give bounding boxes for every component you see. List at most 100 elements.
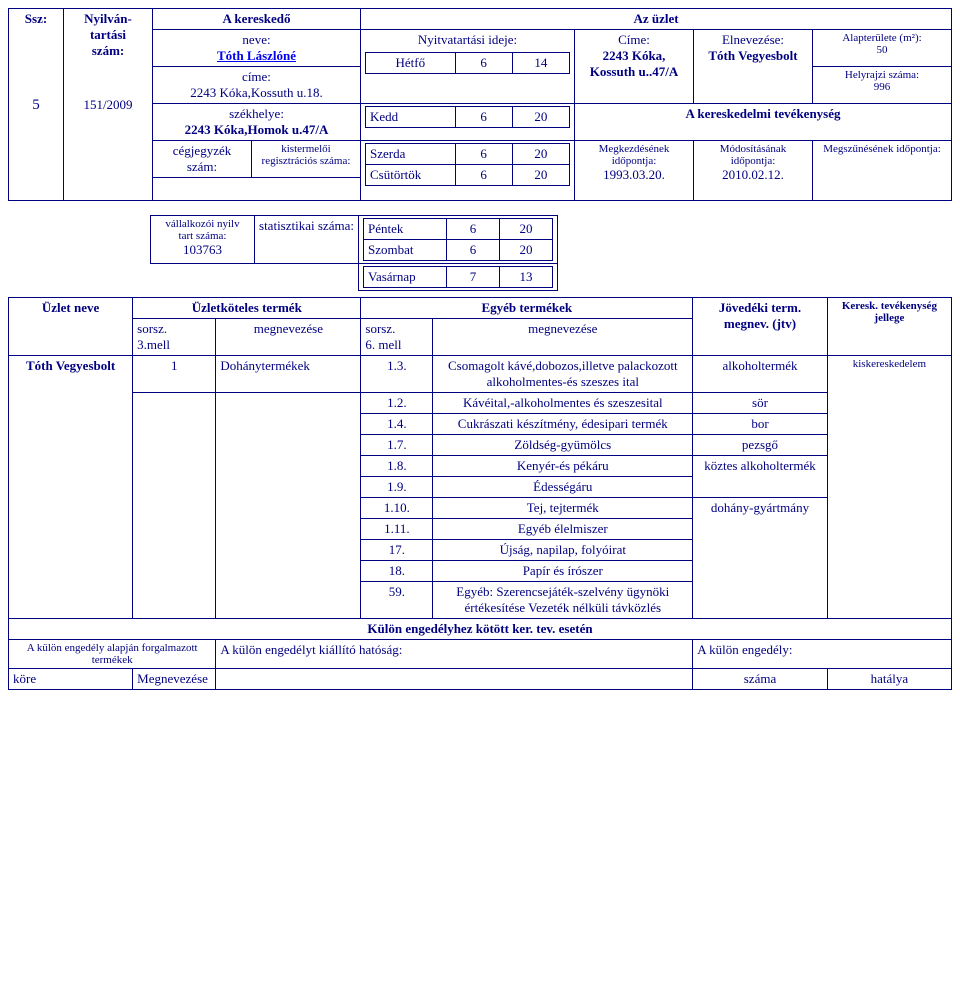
shop-name-value: Tóth Vegyesbolt [708, 48, 797, 63]
day-szombat: Szombat [364, 240, 447, 261]
eg-s-7: 1.11. [361, 519, 433, 540]
addr-value: 2243 Kóka,Kossuth u.18. [190, 85, 323, 100]
jov-label: Jövedéki term. megnev. (jtv) [719, 300, 801, 331]
szombat-a: 6 [447, 240, 500, 261]
nyilv-label: Nyilván- tartási szám: [68, 11, 148, 59]
stat-table: vállalkozói nyilv tart száma: 103763 sta… [8, 215, 952, 291]
eg-n-10: Egyéb: Szerencsejáték-szelvény ügynöki é… [433, 582, 693, 619]
ssz-value: 5 [13, 97, 59, 114]
eg-s-10: 59. [361, 582, 433, 619]
start-value: 1993.03.20. [603, 167, 665, 182]
hetfo-b: 14 [512, 53, 569, 74]
szama: száma [693, 669, 828, 690]
megnev-label-2: megnevezése [433, 319, 693, 356]
land-label: Helyrajzi száma: [845, 69, 919, 81]
eg-s-5: 1.9. [361, 477, 433, 498]
day-pentek: Péntek [364, 219, 447, 240]
shop-addr-value: 2243 Kóka, Kossuth u..47/A [590, 48, 679, 79]
addr-label: címe: [242, 69, 271, 84]
ceg-label: cégjegyzék szám: [153, 141, 252, 178]
shop-header: Az üzlet [361, 9, 952, 30]
pentek-b: 20 [500, 219, 553, 240]
kedd-a: 6 [455, 107, 512, 128]
eg-n-2: Cukrászati készítmény, édesipari termék [433, 414, 693, 435]
opening-label: Nyitvatartási ideje: [418, 32, 517, 47]
szombat-b: 20 [500, 240, 553, 261]
day-vasarnap: Vasárnap [364, 267, 447, 288]
eg-n-7: Egyéb élelmiszer [433, 519, 693, 540]
kedd-b: 20 [512, 107, 569, 128]
jov-4: köztes alkoholtermék [693, 456, 828, 498]
product-table: Üzlet neve Üzletköteles termék Egyéb ter… [8, 297, 952, 690]
eg-n-3: Zöldség-gyümölcs [433, 435, 693, 456]
eg-s-2: 1.4. [361, 414, 433, 435]
permit-right: A külön engedély: [693, 640, 952, 669]
permit-left: A külön engedély alapján forgalmazott te… [9, 640, 216, 669]
uk-label: Üzletköteles termék [133, 298, 361, 319]
jov-1: sör [693, 393, 828, 414]
eg-s-0: 1.3. [361, 356, 433, 393]
day-kedd: Kedd [366, 107, 456, 128]
megnev: Megnevezése [133, 669, 216, 690]
jov-3: pezsgő [693, 435, 828, 456]
eg-s-9: 18. [361, 561, 433, 582]
szerda-b: 20 [512, 144, 569, 165]
mell3: 3.mell [137, 337, 170, 352]
csut-a: 6 [455, 165, 512, 186]
mell6: 6. mell [365, 337, 401, 352]
eg-n-8: Újság, napilap, folyóirat [433, 540, 693, 561]
vall-value: 103763 [183, 242, 222, 257]
szerda-a: 6 [455, 144, 512, 165]
sorsz-label-2: sorsz. [365, 321, 395, 336]
mod-label: Módosításának időpontja: [720, 143, 787, 167]
eg-s-8: 17. [361, 540, 433, 561]
eg-n-0: Csomagolt kávé,dobozos,illetve palackozo… [433, 356, 693, 393]
permit-mid: A külön engedélyt kiállító hatóság: [216, 640, 693, 669]
seat-value: 2243 Kóka,Homok u.47/A [185, 122, 329, 137]
jov-2: bor [693, 414, 828, 435]
egyeb-label: Egyéb termékek [361, 298, 693, 319]
eg-s-6: 1.10. [361, 498, 433, 519]
vall-label: vállalkozói nyilv tart száma: [165, 218, 239, 242]
kore: köre [9, 669, 133, 690]
permit-header: Külön engedélyhez kötött ker. tev. eseté… [9, 619, 952, 640]
land-value: 996 [874, 81, 891, 93]
hatalya: hatálya [827, 669, 951, 690]
eg-n-4: Kenyér-és pékáru [433, 456, 693, 477]
name-label: neve: [242, 32, 270, 47]
merchant-shop-table: Ssz: 5 Nyilván- tartási szám: 151/2009 A… [8, 8, 952, 201]
kisterm-label: kistermelői regisztrációs száma: [252, 141, 361, 178]
uk-n-0: Dohánytermékek [216, 356, 361, 393]
eg-s-1: 1.2. [361, 393, 433, 414]
stat-label: statisztikai száma: [255, 216, 359, 264]
day-hetfo: Hétfő [366, 53, 456, 74]
mod-value: 2010.02.12. [722, 167, 784, 182]
eg-s-3: 1.7. [361, 435, 433, 456]
nyilv-value: 151/2009 [68, 97, 148, 113]
commerce-label: A kereskedelmi tevékenység [575, 104, 952, 141]
day-csut: Csütörtök [366, 165, 456, 186]
eg-n-6: Tej, tejtermék [433, 498, 693, 519]
shop-addr-label: Címe: [618, 32, 650, 47]
vas-b: 13 [500, 267, 553, 288]
area-value: 50 [877, 44, 888, 56]
ssz-label: Ssz: [13, 11, 59, 27]
uzlet-value: Tóth Vegyesbolt [9, 356, 133, 619]
name-value[interactable]: Tóth Lászlóné [217, 48, 296, 63]
vas-a: 7 [447, 267, 500, 288]
eg-s-4: 1.8. [361, 456, 433, 477]
uk-s-0: 1 [133, 356, 216, 393]
jov-5: dohány-gyártmány [693, 498, 828, 619]
shop-name-label: Elnevezése: [722, 32, 784, 47]
seat-label: székhelye: [229, 106, 284, 121]
day-szerda: Szerda [366, 144, 456, 165]
megnev-label-1: megnevezése [216, 319, 361, 356]
eg-n-9: Papír és írószer [433, 561, 693, 582]
pentek-a: 6 [447, 219, 500, 240]
eg-n-5: Édességáru [433, 477, 693, 498]
jov-0: alkoholtermék [693, 356, 828, 393]
uzlet-label: Üzlet neve [9, 298, 133, 356]
start-label: Megkezdésének időpontja: [599, 143, 670, 167]
sorsz-label-1: sorsz. [137, 321, 167, 336]
csut-b: 20 [512, 165, 569, 186]
